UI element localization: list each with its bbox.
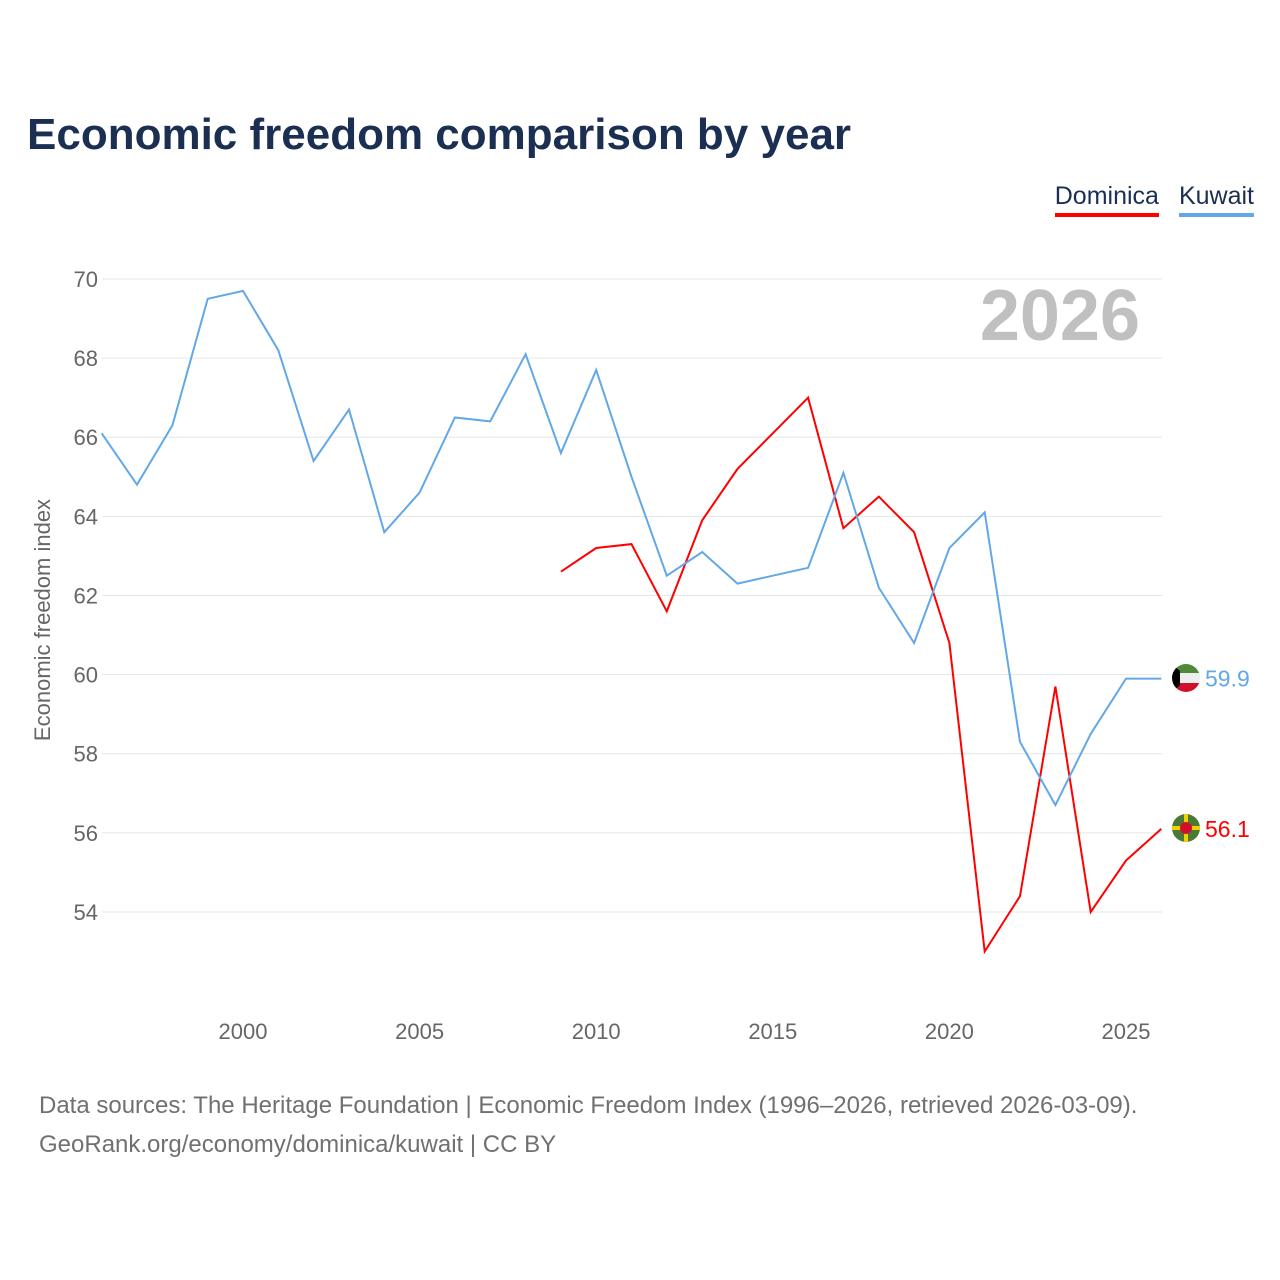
y-tick-label: 58 (74, 742, 98, 767)
chart-title: Economic freedom comparison by year (27, 110, 852, 159)
x-tick-label: 2025 (1102, 1019, 1151, 1044)
x-tick-label: 2005 (395, 1019, 444, 1044)
legend: Dominica Kuwait (1054, 182, 1254, 217)
legend-dominica[interactable]: Dominica (1054, 182, 1159, 217)
legend-kuwait[interactable]: Kuwait (1178, 182, 1254, 217)
y-tick-label: 68 (74, 346, 98, 371)
kuwait-flag-icon (1172, 664, 1200, 692)
footer-sources: Data sources: The Heritage Foundation | … (39, 1092, 1138, 1119)
y-tick-label: 64 (74, 504, 98, 529)
x-tick-label: 2015 (748, 1019, 797, 1044)
year-watermark: 2026 (980, 276, 1140, 356)
footer: Data sources: The Heritage Foundation | … (39, 1086, 1137, 1164)
y-tick-label: 66 (74, 425, 98, 450)
series-line-kuwait (100, 289, 1162, 808)
y-tick-label: 60 (74, 663, 98, 688)
x-tick-label: 2000 (219, 1019, 268, 1044)
y-tick-label: 56 (74, 821, 98, 846)
x-tick-label: 2020 (925, 1019, 974, 1044)
dominica-flag-icon (1172, 814, 1200, 842)
x-tick-label: 2010 (572, 1019, 621, 1044)
series-line-dominica (560, 395, 1162, 955)
end-label-dominica: 56.1 (1205, 816, 1250, 842)
y-tick-label: 62 (74, 583, 98, 608)
y-tick-label: 70 (74, 267, 98, 292)
y-tick-label: 54 (74, 900, 98, 925)
end-label-kuwait: 59.9 (1205, 666, 1250, 692)
y-axis-label: Economic freedom index (30, 499, 55, 741)
footer-link[interactable]: GeoRank.org/economy/dominica/kuwait | CC… (39, 1131, 557, 1158)
